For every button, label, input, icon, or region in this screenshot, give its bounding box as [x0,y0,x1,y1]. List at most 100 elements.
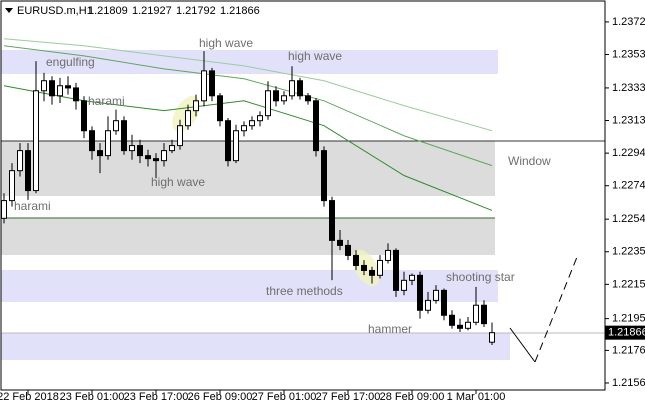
candle-body [65,85,71,89]
candle-body [321,150,327,202]
annotation: shooting star [446,270,515,284]
candle-body [9,170,15,202]
y-tick-label: 1.22155 [612,278,645,290]
y-tick-label: 1.23530 [612,48,645,60]
annotation: high wave [288,49,342,63]
candle-body [369,269,375,276]
candle-body [337,239,343,246]
candle-body [169,145,175,152]
zone [1,270,498,302]
candle-body [137,145,143,157]
candle-body [393,249,399,291]
candle-body [353,254,359,266]
y-tick-label: 1.22545 [612,213,645,225]
candle-body [153,158,159,162]
candle-body [433,289,439,301]
moving-average [3,38,493,132]
candle-body [401,279,407,291]
y-tick-label: 1.23725 [612,16,645,28]
ohlc-close: 1.21866 [220,5,260,17]
candle-body [25,150,31,192]
ohlc-open: 1.21809 [88,5,128,17]
candle-body [265,90,271,117]
candle-body [161,150,167,162]
y-tick-label: 1.21950 [612,313,645,325]
candle-body [105,130,111,157]
candle-body [89,130,95,152]
symbol: EURUSD.m,H1 [17,5,93,17]
ohlc-low: 1.21792 [176,5,216,17]
annotation: hammer [368,322,412,336]
candle-body [385,249,391,261]
x-tick-label: 23 Feb 01:00 [60,391,125,403]
y-tick-label: 1.22745 [612,180,645,192]
y-tick-label: 1.23135 [612,114,645,126]
candle-body [409,274,415,281]
frame [0,0,606,391]
candle-body [425,299,431,311]
x-tick-label: 27 Feb 01:00 [252,391,317,403]
candle-body [193,100,199,112]
candle-body [217,95,223,122]
candle-body [73,87,79,102]
zone [1,141,495,196]
candle-body [113,120,119,132]
zone [1,333,510,360]
zone [1,218,495,255]
candle-body [225,120,231,162]
candle-body [313,100,319,152]
zone [1,50,498,74]
annotation: engulfing [46,55,95,69]
plot [1,38,495,346]
annotation: Window [508,154,551,168]
y-tick-label: 1.21565 [612,377,645,389]
annotation: three methods [266,284,343,298]
candle-body [473,304,479,323]
candle-body [361,264,367,271]
price-box-label: 1.21866 [608,327,645,339]
y-tick-label: 1.23330 [612,82,645,94]
candle-body [249,120,255,127]
candle-body [457,324,463,329]
candle-body [57,85,63,97]
y-tick-label: 1.21760 [612,344,645,356]
candle-body [345,244,351,256]
candle-body [417,274,423,311]
price-box [605,325,645,340]
x-tick-label: 28 Feb 09:00 [380,391,445,403]
candle-body [273,90,279,102]
candle-body [257,115,263,122]
candle-body [241,125,247,132]
y-tick-label: 1.22940 [612,147,645,159]
x-tick-label: 27 Feb 17:00 [316,391,381,403]
candle-body [81,100,87,132]
candle-body [465,321,471,329]
candle-body [329,200,335,241]
candle-body [17,150,23,172]
annotation: harami [88,94,125,108]
candle-body [233,130,239,162]
candle-body [177,125,183,147]
candle-body [489,332,495,343]
projection [534,256,578,363]
candle-body [297,80,303,97]
candle-body [185,110,191,127]
x-tick-label: 22 Feb 2018 [0,391,59,403]
candle-body [129,145,135,152]
candle-body [441,289,447,316]
x-tick-label: 1 Mar 01:00 [447,391,506,403]
candle-body [201,70,207,102]
candle-body [33,90,39,192]
moving-average [3,45,493,167]
candle-body [145,155,151,160]
candle-body [289,80,295,97]
x-tick-label: 23 Feb 17:00 [124,391,189,403]
projection [509,327,536,363]
candle-body [209,70,215,97]
candle-body [377,259,383,276]
x-tick-label: 26 Feb 09:00 [188,391,253,403]
candle-body [449,314,455,326]
annotation: high wave [151,175,205,189]
